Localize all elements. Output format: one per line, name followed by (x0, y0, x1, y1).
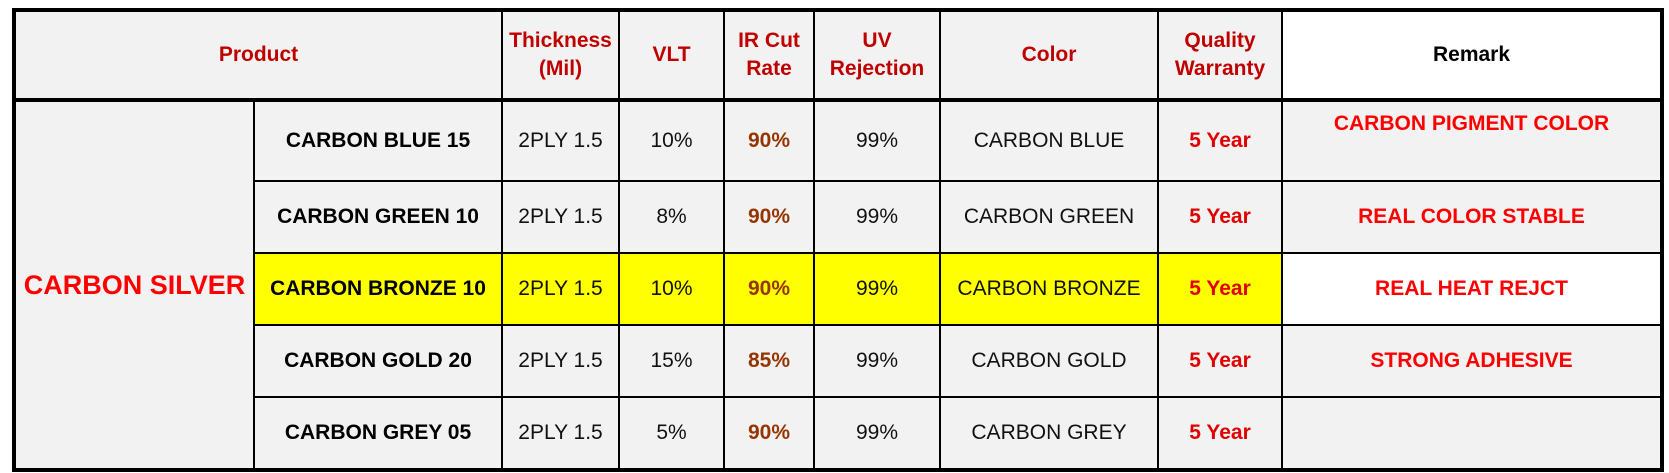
remark-cell: CARBON PIGMENT COLOR (1281, 99, 1663, 182)
header-thickness: Thickness (Mil) (501, 9, 620, 101)
color-cell: CARBON GREY (939, 396, 1159, 471)
uv-cell: 99% (813, 180, 941, 254)
warranty-cell: 5 Year (1157, 99, 1283, 182)
header-product: Product (13, 9, 503, 101)
vlt-cell: 10% (618, 99, 725, 182)
thickness-cell: 2PLY 1.5 (501, 99, 620, 182)
warranty-cell: 5 Year (1157, 180, 1283, 254)
thickness-cell: 2PLY 1.5 (501, 180, 620, 254)
ir-cut-cell: 90% (723, 180, 815, 254)
thickness-cell: 2PLY 1.5 (501, 324, 620, 398)
table-row: CARBON SILVER CARBON BLUE 15 2PLY 1.5 10… (13, 99, 1663, 471)
header-uv-rejection: UV Rejection (813, 9, 941, 101)
product-name: CARBON GREY 05 (253, 396, 503, 471)
color-cell: CARBON BLUE (939, 99, 1159, 182)
uv-cell: 99% (813, 396, 941, 471)
ir-cut-cell: 90% (723, 99, 815, 182)
vlt-cell: 10% (618, 252, 725, 326)
remark-cell: REAL HEAT REJCT (1281, 252, 1663, 326)
header-vlt: VLT (618, 9, 725, 101)
header-remark: Remark (1281, 9, 1663, 101)
vlt-cell: 15% (618, 324, 725, 398)
thickness-cell: 2PLY 1.5 (501, 396, 620, 471)
header-ir-cut-rate: IR Cut Rate (723, 9, 815, 101)
color-cell: CARBON GOLD (939, 324, 1159, 398)
table-row: CARBON GOLD 20 2PLY 1.5 15% 85% 99% CARB… (14, 324, 1663, 398)
color-cell: CARBON BRONZE (939, 252, 1159, 326)
uv-cell: 99% (813, 324, 941, 398)
header-color: Color (939, 9, 1159, 101)
table-row: CARBON GREEN 10 2PLY 1.5 8% 90% 99% CARB… (14, 180, 1663, 254)
warranty-cell: 5 Year (1157, 324, 1283, 398)
table-row: CARBON GREY 05 2PLY 1.5 5% 90% 99% CARBO… (14, 396, 1663, 471)
ir-cut-cell: 90% (723, 396, 815, 471)
vlt-cell: 5% (618, 396, 725, 471)
vlt-cell: 8% (618, 180, 725, 254)
product-name: CARBON BRONZE 10 (253, 252, 503, 326)
header-quality-warranty: Quality Warranty (1157, 9, 1283, 101)
ir-cut-cell: 85% (723, 324, 815, 398)
product-group-label: CARBON SILVER (13, 99, 255, 471)
uv-cell: 99% (813, 252, 941, 326)
table-row-highlighted: CARBON BRONZE 10 2PLY 1.5 10% 90% 99% CA… (14, 252, 1663, 326)
warranty-cell: 5 Year (1157, 396, 1283, 471)
header-row: Product Thickness (Mil) VLT IR Cut Rate … (13, 9, 1663, 101)
remark-cell: REAL COLOR STABLE (1281, 180, 1663, 254)
thickness-cell: 2PLY 1.5 (501, 252, 620, 326)
product-spec-table: Product Thickness (Mil) VLT IR Cut Rate … (12, 8, 1664, 472)
product-name: CARBON GREEN 10 (253, 180, 503, 254)
remark-cell: STRONG ADHESIVE (1281, 324, 1663, 398)
remark-cell (1281, 396, 1663, 471)
ir-cut-cell: 90% (723, 252, 815, 326)
uv-cell: 99% (813, 99, 941, 182)
product-name: CARBON GOLD 20 (253, 324, 503, 398)
product-name: CARBON BLUE 15 (253, 99, 503, 182)
color-cell: CARBON GREEN (939, 180, 1159, 254)
warranty-cell: 5 Year (1157, 252, 1283, 326)
